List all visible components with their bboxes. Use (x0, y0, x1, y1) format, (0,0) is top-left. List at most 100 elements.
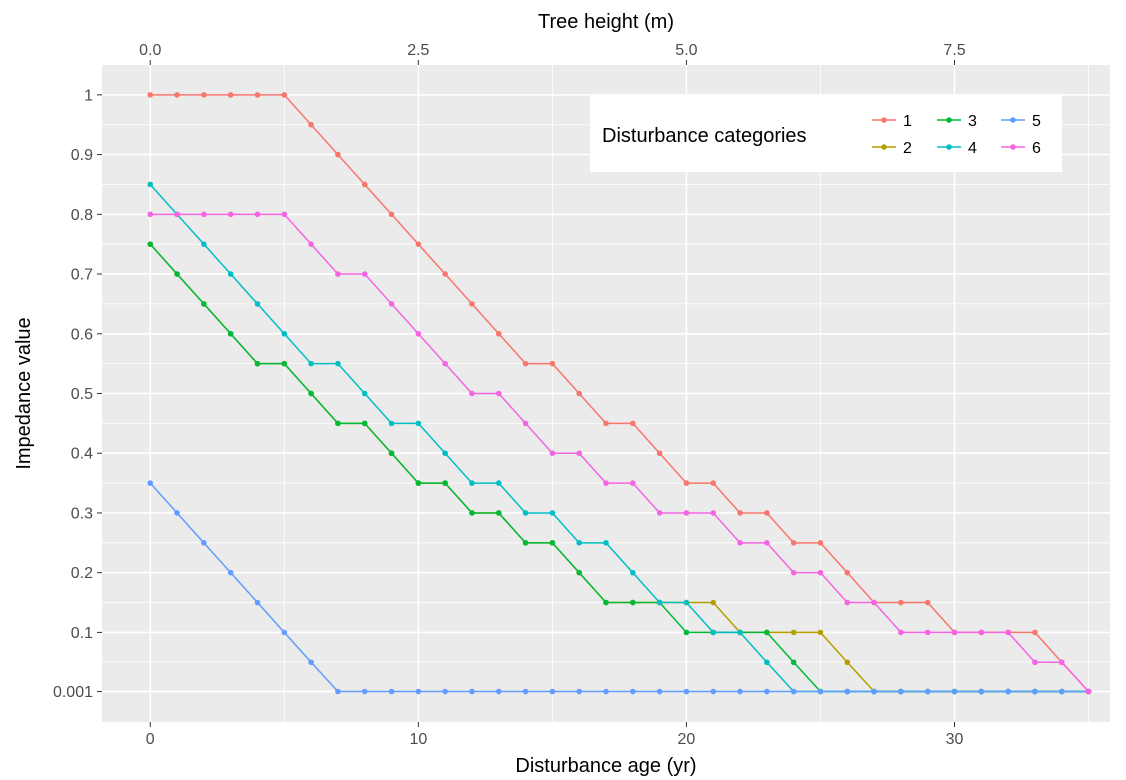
data-point-6 (764, 540, 770, 546)
data-point-1 (576, 390, 582, 397)
data-point-3 (147, 241, 154, 247)
data-point-6 (898, 629, 904, 636)
data-point-4 (254, 301, 261, 307)
data-point-3 (683, 629, 690, 636)
data-point-6 (442, 360, 448, 367)
legend-key-point (946, 117, 952, 123)
data-point-6 (683, 510, 690, 516)
data-point-1 (764, 510, 770, 516)
data-point-1 (201, 92, 207, 98)
x2-tick-label: 7.5 (943, 42, 965, 59)
data-point-3 (174, 271, 180, 277)
series-line-6 (150, 213, 1090, 693)
data-point-3 (495, 510, 502, 516)
data-point-6 (871, 599, 877, 606)
data-point-6 (522, 420, 529, 427)
data-point-4 (656, 599, 663, 606)
data-point-3 (201, 301, 207, 307)
data-point-4 (603, 540, 609, 546)
data-point-5 (844, 688, 851, 695)
data-point-5 (254, 599, 261, 606)
legend-label: 1 (903, 113, 912, 130)
data-point-1 (630, 420, 636, 427)
legend-label: 3 (968, 113, 977, 130)
y-tick-label: 0.8 (71, 207, 93, 224)
data-point-1 (924, 599, 931, 606)
data-point-6 (790, 569, 797, 576)
data-point-6 (817, 569, 824, 576)
data-point-6 (281, 211, 288, 218)
data-point-3 (576, 569, 582, 576)
data-point-6 (951, 629, 958, 636)
data-point-4 (683, 599, 690, 606)
x2-tick-label: 0.0 (139, 42, 161, 59)
data-point-5 (335, 688, 341, 695)
data-point-3 (281, 360, 288, 367)
data-point-4 (201, 241, 207, 247)
legend-label: 2 (903, 140, 912, 157)
y-tick-label: 0.1 (71, 625, 93, 642)
legend-background (590, 94, 1062, 172)
data-point-5 (415, 688, 422, 695)
data-point-5 (710, 688, 717, 695)
x-tick-label: 10 (409, 731, 427, 748)
data-point-4 (549, 510, 556, 516)
data-point-5 (871, 688, 877, 695)
x-tick-label: 30 (946, 731, 964, 748)
x-axis-ticks: 0 10 20 30 (146, 722, 964, 748)
data-point-5 (308, 659, 314, 666)
data-point-1 (790, 540, 797, 546)
data-point-4 (415, 420, 422, 427)
data-point-2 (844, 659, 851, 666)
x-axis-title: Disturbance age (yr) (515, 755, 696, 777)
x2-axis-ticks: 0.0 2.5 5.0 7.5 (139, 42, 966, 65)
data-point-6 (924, 629, 931, 636)
data-point-3 (361, 420, 368, 427)
data-point-5 (1032, 688, 1038, 695)
data-point-1 (522, 360, 529, 367)
data-point-6 (227, 211, 234, 218)
data-point-6 (147, 211, 154, 218)
y-axis-title: Impedance value (13, 317, 35, 469)
data-point-2 (817, 629, 824, 636)
legend-entry-6: 6 (1001, 140, 1041, 157)
data-point-1 (442, 271, 448, 277)
data-point-6 (1085, 688, 1092, 695)
data-point-3 (790, 659, 797, 666)
data-point-5 (469, 688, 475, 695)
data-point-4 (361, 390, 368, 397)
data-point-1 (361, 181, 368, 188)
data-point-6 (469, 390, 475, 397)
data-point-1 (495, 330, 502, 337)
legend: Disturbance categories 1 2 3 4 5 6 (590, 94, 1062, 172)
data-point-5 (924, 688, 931, 695)
y-tick-label: 0.7 (71, 267, 93, 284)
data-point-3 (630, 599, 636, 606)
data-point-4 (469, 480, 475, 486)
data-point-6 (495, 390, 502, 397)
data-point-6 (1032, 659, 1038, 666)
data-point-1 (281, 92, 288, 98)
data-point-4 (147, 181, 154, 188)
data-point-5 (764, 688, 770, 695)
data-point-4 (737, 629, 743, 636)
legend-label: 6 (1032, 140, 1041, 157)
data-point-1 (1032, 629, 1038, 636)
data-point-1 (147, 92, 154, 98)
data-point-1 (683, 480, 690, 486)
y-tick-label: 0.9 (71, 147, 93, 164)
legend-label: 5 (1032, 113, 1041, 130)
data-point-1 (737, 510, 743, 516)
y-tick-label: 0.4 (71, 446, 93, 463)
data-point-1 (710, 480, 717, 486)
data-point-3 (442, 480, 448, 486)
x2-tick-label: 5.0 (675, 42, 697, 59)
data-point-5 (790, 688, 797, 695)
data-point-4 (576, 540, 582, 546)
data-point-6 (710, 510, 717, 516)
data-point-5 (817, 688, 824, 695)
x2-axis-title: Tree height (m) (538, 11, 674, 33)
data-point-4 (442, 450, 448, 457)
data-point-6 (656, 510, 663, 516)
data-point-5 (388, 688, 395, 695)
